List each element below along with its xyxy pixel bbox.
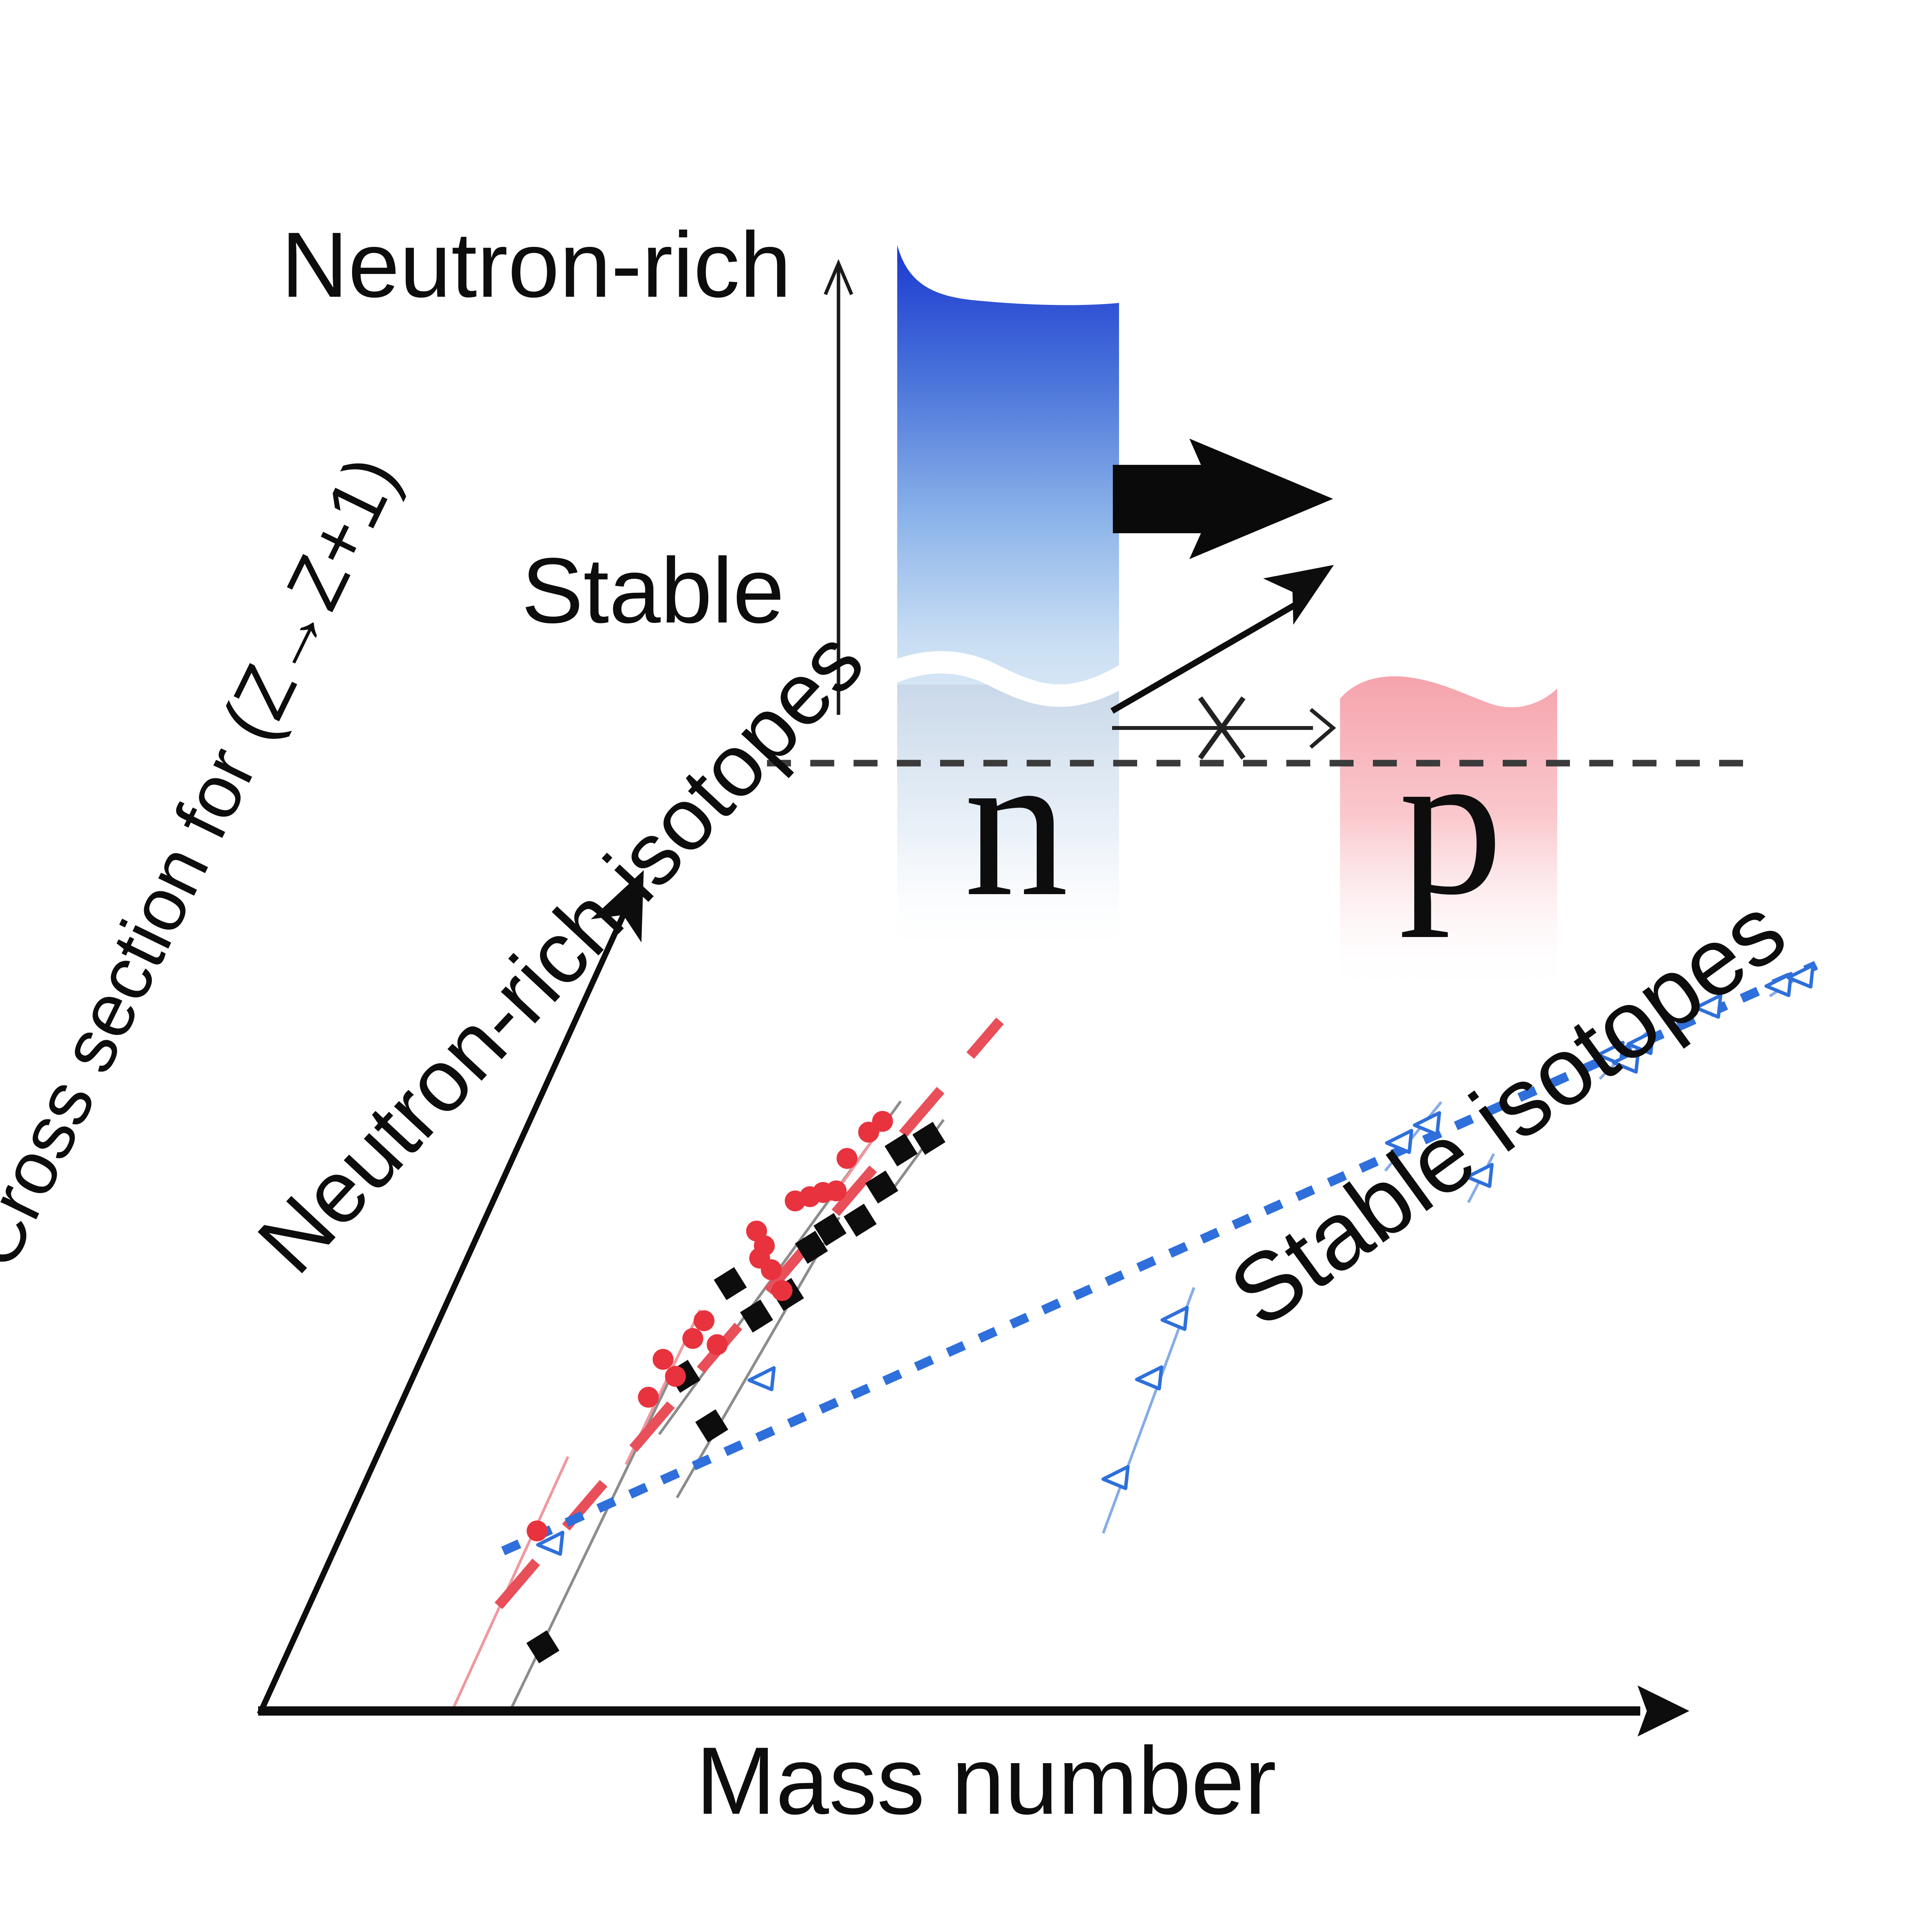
square-marker	[844, 1204, 877, 1237]
circle-marker	[837, 1148, 857, 1169]
square-marker	[526, 1630, 560, 1663]
circle-marker	[694, 1310, 714, 1331]
circle-marker	[527, 1520, 548, 1541]
circle-marker	[653, 1349, 673, 1370]
square-marker	[740, 1299, 773, 1333]
stable-trend	[501, 961, 1818, 1555]
fermi-surface-wave	[880, 651, 1136, 707]
triangle-marker	[1786, 963, 1815, 989]
neutron-rich-square-markers	[526, 1122, 946, 1663]
triangle-marker	[1135, 1365, 1163, 1391]
triangle-marker	[536, 1531, 565, 1556]
triangle-marker	[1413, 1111, 1441, 1136]
triangle-marker	[1626, 1030, 1655, 1055]
x-axis-label: Mass number	[696, 1727, 1277, 1834]
circle-marker	[682, 1328, 703, 1349]
neutron-well-lower	[897, 685, 1119, 960]
neutron-rich-circle-markers	[527, 1111, 893, 1541]
square-marker	[714, 1267, 747, 1300]
circle-marker	[761, 1259, 782, 1280]
isotope-chain-line	[1384, 1101, 1442, 1172]
triangle-marker	[747, 1366, 776, 1391]
neutron-rich-direction-label: Neutron-rich	[281, 213, 791, 316]
neutron-rich-direction-arrow	[823, 259, 854, 715]
triangle-marker	[1160, 1306, 1189, 1331]
square-marker	[865, 1170, 898, 1204]
circle-marker	[707, 1334, 728, 1355]
allowed-transition-arrow	[1110, 565, 1334, 714]
square-marker	[695, 1409, 728, 1442]
square-marker	[912, 1122, 946, 1155]
isotope-chain-line	[450, 1456, 570, 1713]
triangle-marker	[1101, 1465, 1130, 1490]
proton-well	[1340, 676, 1557, 993]
circle-marker	[872, 1111, 893, 1132]
neutron-well	[880, 245, 1136, 960]
y-axis	[257, 870, 644, 1716]
square-marker	[795, 1231, 828, 1264]
isotope-chain-line	[675, 1216, 841, 1498]
proton-well-body	[1340, 676, 1557, 993]
stable-direction-label: Stable	[521, 539, 784, 642]
isotope-chain-line	[508, 1369, 676, 1713]
stable-triangle-markers	[536, 963, 1815, 1556]
neutron-well-letter: n	[964, 708, 1068, 939]
blocked-transition-arrow	[1112, 696, 1336, 760]
triangle-marker	[1465, 1163, 1494, 1188]
strong-transition-arrow	[1113, 439, 1333, 559]
x-axis	[258, 1685, 1689, 1736]
triangle-marker	[1596, 1041, 1625, 1066]
triangle-marker	[1385, 1129, 1413, 1154]
proton-well-letter: p	[1399, 707, 1503, 938]
square-marker	[813, 1213, 847, 1246]
neutron-rich-trend	[495, 1017, 1004, 1609]
circle-marker	[638, 1387, 659, 1408]
triangle-marker	[1764, 972, 1793, 997]
trend-lines	[495, 961, 1818, 1609]
neutron-well-upper	[897, 245, 1119, 696]
circle-marker	[665, 1366, 686, 1387]
triangle-marker	[1612, 1048, 1640, 1074]
circle-marker	[826, 1180, 847, 1201]
triangle-marker	[1694, 993, 1723, 1019]
blocked-cross-icon	[1198, 696, 1246, 760]
circle-marker	[772, 1280, 793, 1301]
square-marker	[884, 1133, 918, 1167]
